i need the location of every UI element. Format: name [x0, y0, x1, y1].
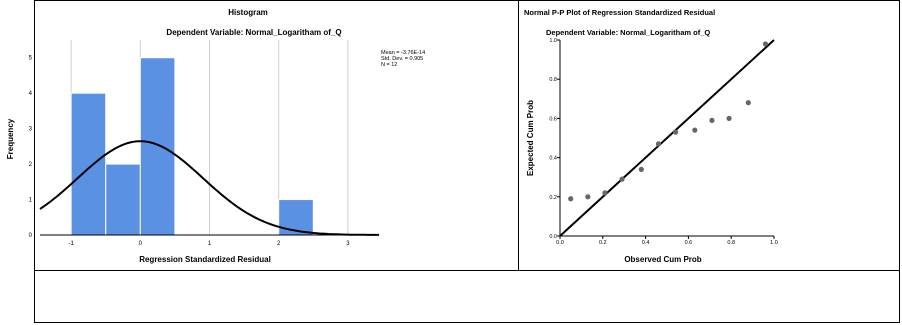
- pp-plot-subtitle: Dependent Variable: Normal_Logaritham of…: [546, 28, 710, 37]
- table-border-right: [899, 0, 900, 323]
- pp-plot-x-axis-label: Observed Cum Prob: [624, 255, 701, 264]
- pp-y-tick-label: 1.0: [549, 38, 557, 44]
- pp-x-tick-label: 0.8: [727, 240, 735, 246]
- histogram-chart: Histogram Dependent Variable: Normal_Log…: [6, 8, 425, 264]
- pp-x-tick-label: 0.6: [685, 240, 693, 246]
- pp-data-point: [709, 117, 715, 123]
- histogram-stat-sd: Std. Dev. = 0.905: [381, 56, 423, 62]
- pp-y-tick-label: 0.8: [549, 77, 557, 83]
- histogram-stat-mean: Mean = -3.76E-14: [381, 50, 425, 56]
- table-border-top: [34, 0, 900, 1]
- pp-y-tick-label: 0.0: [549, 234, 557, 240]
- pp-data-point: [602, 190, 608, 196]
- histogram-x-tick-label: 0: [139, 241, 143, 247]
- histogram-y-axis-label: Frequency: [6, 118, 15, 159]
- pp-plot-chart: Normal P-P Plot of Regression Standardiz…: [524, 8, 778, 264]
- table-border-bottom: [34, 322, 900, 323]
- histogram-y-tick-label: 2: [29, 162, 33, 168]
- histogram-bar: [105, 163, 141, 236]
- histogram-x-tick-label: -1: [68, 241, 74, 247]
- histogram-y-tick-label: 4: [29, 91, 33, 97]
- pp-data-point: [585, 194, 591, 200]
- histogram-x-tick-label: 3: [346, 241, 350, 247]
- pp-data-point: [745, 100, 751, 106]
- histogram-y-tick-label: 1: [29, 198, 33, 204]
- pp-plot-y-axis-label: Expected Cum Prob: [526, 100, 535, 176]
- pp-y-tick-label: 0.6: [549, 116, 557, 122]
- pp-data-point: [726, 115, 732, 121]
- histogram-x-tick-label: 2: [277, 241, 281, 247]
- normal-curve: [39, 140, 379, 236]
- pp-plot-title: Normal P-P Plot of Regression Standardiz…: [524, 8, 715, 17]
- pp-x-tick-label: 0.2: [599, 240, 607, 246]
- table-cell-divider: [518, 0, 519, 270]
- histogram-subtitle: Dependent Variable: Normal_Logaritham of…: [166, 28, 341, 37]
- pp-data-point: [762, 41, 769, 47]
- pp-data-point: [692, 127, 698, 133]
- histogram-bar: [70, 92, 107, 236]
- histogram-x-axis-label: Regression Standardized Residual: [139, 255, 271, 264]
- histogram-y-tick-label: 3: [29, 127, 33, 133]
- histogram-bar: [278, 199, 314, 236]
- pp-reference-line: [559, 39, 775, 237]
- pp-data-point: [619, 176, 625, 182]
- histogram-y-tick-label: 5: [29, 56, 33, 62]
- table-border-left: [34, 0, 35, 323]
- pp-data-point: [672, 129, 679, 135]
- pp-x-tick-label: 0.0: [556, 240, 564, 246]
- pp-data-point: [568, 196, 574, 202]
- pp-x-tick-label: 1.0: [770, 240, 778, 246]
- pp-y-tick-label: 0.4: [549, 156, 557, 162]
- pp-y-tick-label: 0.2: [549, 195, 557, 201]
- histogram-y-tick-label: 0: [29, 233, 33, 239]
- pp-x-tick-label: 0.4: [642, 240, 650, 246]
- pp-data-point: [655, 141, 662, 147]
- table-row-divider: [34, 270, 900, 271]
- pp-data-point: [638, 166, 644, 172]
- histogram-stat-n: N = 12: [381, 62, 397, 68]
- histogram-x-tick-label: 1: [208, 241, 212, 247]
- histogram-bar: [139, 57, 176, 236]
- histogram-title: Histogram: [228, 8, 268, 17]
